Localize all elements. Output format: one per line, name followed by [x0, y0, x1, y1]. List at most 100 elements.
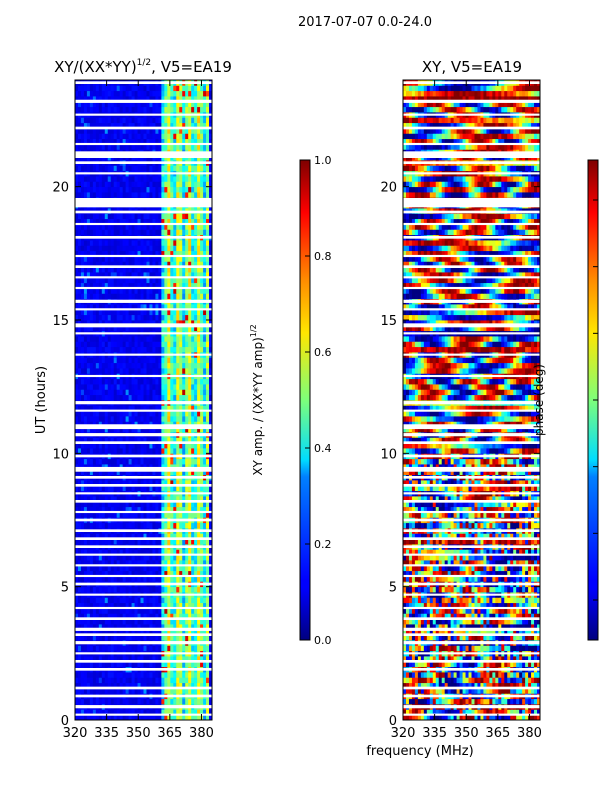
amp-cell — [125, 549, 130, 556]
amp-cell — [119, 165, 124, 172]
amp-cell — [146, 277, 150, 284]
amp-cell — [158, 314, 162, 321]
amp-cell — [179, 186, 183, 193]
amp-cell — [143, 218, 147, 225]
amp-cell — [95, 266, 100, 273]
amp-cell — [182, 682, 186, 689]
amp-cell — [98, 618, 103, 625]
amp-cell — [194, 229, 198, 236]
amp-cell — [194, 698, 198, 705]
amp-cell — [122, 224, 127, 230]
amp-cell — [143, 176, 147, 182]
amp-cell — [185, 229, 189, 236]
amp-cell — [191, 522, 195, 529]
amp-cell — [98, 645, 103, 652]
amp-cell — [140, 506, 144, 513]
amp-cell — [83, 405, 88, 412]
amp-cell — [185, 629, 189, 636]
amp-cell — [182, 304, 186, 310]
amp-cell — [107, 394, 112, 401]
amp-cell — [92, 384, 97, 390]
amp-cell — [92, 240, 97, 246]
amp-cell — [125, 480, 130, 486]
amp-cell — [140, 181, 144, 188]
amp-cell — [200, 485, 204, 492]
amp-cell — [125, 613, 130, 620]
amp-cell — [98, 522, 103, 529]
amp-cell — [209, 309, 212, 316]
amp-cell — [75, 656, 79, 662]
amp-cell — [185, 656, 189, 662]
amp-cell — [75, 677, 79, 684]
amp-cell — [110, 266, 115, 273]
amp-cell — [98, 570, 103, 577]
amp-cell — [203, 682, 207, 689]
amp-cell — [95, 437, 100, 444]
amp-cell — [203, 314, 207, 321]
amp-cell — [188, 341, 192, 348]
amp-cell — [158, 624, 162, 630]
amp-cell — [158, 485, 162, 492]
amp-cell — [191, 256, 195, 262]
amp-cell — [77, 320, 82, 326]
amp-cell — [134, 421, 138, 428]
amp-cell — [80, 485, 85, 492]
amp-cell — [188, 576, 192, 582]
amp-cell — [191, 613, 195, 620]
amp-cell — [128, 314, 132, 321]
amp-cell — [134, 656, 138, 662]
amp-cell — [75, 384, 79, 390]
amp-cell — [161, 469, 165, 476]
amp-cell — [182, 309, 186, 316]
amp-cell — [170, 602, 174, 609]
amp-cell — [161, 357, 165, 364]
amp-cell — [185, 442, 189, 449]
amp-cell — [104, 464, 109, 470]
amp-cell — [140, 597, 144, 604]
amp-cell — [188, 714, 192, 720]
amp-cell — [206, 533, 210, 540]
amp-cell — [77, 634, 82, 641]
amp-cell — [200, 442, 204, 449]
amp-cell — [188, 256, 192, 262]
amp-cell — [179, 624, 183, 630]
amp-cell — [131, 554, 135, 561]
amp-cell — [107, 357, 112, 364]
amp-cell — [179, 293, 183, 300]
amp-cell — [155, 288, 159, 294]
amp-cell — [137, 426, 141, 433]
amp-cell — [188, 688, 192, 694]
amp-cell — [101, 224, 106, 230]
amp-cell — [92, 442, 97, 449]
amp-cell — [104, 405, 109, 412]
amp-cell — [203, 250, 207, 257]
amp-cell — [152, 293, 156, 300]
amp-cell — [86, 506, 91, 513]
amp-cell — [164, 341, 168, 348]
amp-cell — [140, 256, 144, 262]
amp-cell — [164, 672, 168, 678]
amp-cell — [89, 464, 94, 470]
amp-cell — [131, 218, 135, 225]
amp-cell — [98, 384, 103, 390]
amp-cell — [155, 224, 159, 230]
amp-cell — [83, 320, 88, 326]
amp-cell — [128, 304, 132, 310]
amp-cell — [75, 240, 79, 246]
amp-cell — [107, 213, 112, 220]
amp-cell — [77, 224, 82, 230]
amp-cell — [197, 416, 201, 422]
amp-cell — [86, 480, 91, 486]
amp-cell — [128, 629, 132, 636]
amp-cell — [194, 506, 198, 513]
amp-cell — [80, 677, 85, 684]
amp-cell — [158, 277, 162, 284]
amp-cell — [95, 586, 100, 593]
amp-cell — [83, 709, 88, 716]
amp-cell — [86, 437, 91, 444]
amp-cell — [98, 656, 103, 662]
amp-cell — [131, 309, 135, 316]
amp-cell — [98, 608, 103, 614]
amp-cell — [149, 512, 153, 518]
amp-cell — [182, 416, 186, 422]
